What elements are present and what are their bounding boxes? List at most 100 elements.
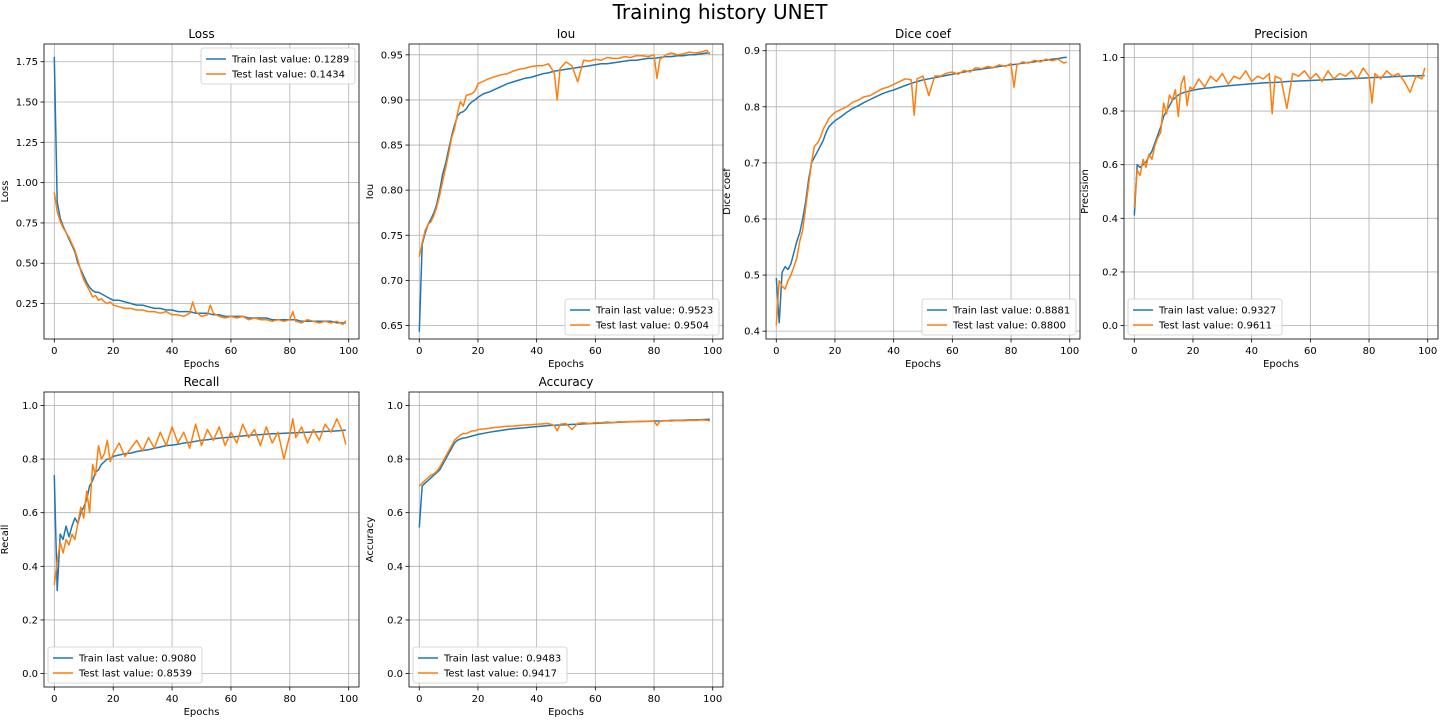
y-tick-label: 1.0 bbox=[387, 401, 403, 412]
x-axis-label: Epochs bbox=[184, 707, 220, 718]
y-tick-label: 0.75 bbox=[16, 218, 38, 229]
y-tick-label: 1.25 bbox=[16, 138, 38, 149]
x-tick-label: 80 bbox=[283, 346, 296, 357]
x-tick-label: 40 bbox=[166, 694, 179, 705]
y-tick-label: 0.85 bbox=[381, 141, 403, 152]
y-tick-label: 0.70 bbox=[381, 276, 403, 287]
legend-entry: Test last value: 0.8539 bbox=[78, 669, 192, 680]
legend-entry: Test last value: 0.8800 bbox=[952, 321, 1066, 332]
series-line-train bbox=[418, 52, 710, 332]
x-tick-label: 40 bbox=[530, 694, 543, 705]
y-tick-label: 0.4 bbox=[1102, 214, 1118, 225]
y-tick-label: 1.0 bbox=[22, 401, 38, 412]
y-tick-label: 1.00 bbox=[16, 178, 38, 189]
y-tick-label: 0.4 bbox=[22, 562, 38, 573]
legend-entry: Train last value: 0.9080 bbox=[78, 654, 196, 665]
x-axis-label: Epochs bbox=[905, 359, 941, 370]
series-line-train bbox=[418, 418, 710, 528]
legend: Train last value: 0.9483 Test last value:… bbox=[412, 646, 568, 684]
y-tick-label: 1.50 bbox=[16, 98, 38, 109]
legend: Train last value: 0.9523 Test last value:… bbox=[564, 298, 720, 336]
x-tick-label: 20 bbox=[472, 346, 485, 357]
y-tick-label: 0.80 bbox=[381, 186, 403, 197]
y-tick-label: 0.6 bbox=[1102, 160, 1118, 171]
y-axis-label: Iou bbox=[365, 184, 376, 199]
y-axis-label: Dice coef bbox=[722, 168, 733, 215]
legend-entry: Train last value: 0.9483 bbox=[443, 654, 561, 665]
subplot-dice-coef: 0 20 40 60 80 100 0.4 0.5 0.6 0.7 0.8 0.9 Dice coef E… bbox=[722, 27, 1081, 370]
x-tick-label: 100 bbox=[339, 346, 358, 357]
x-tick-label: 40 bbox=[166, 346, 179, 357]
legend: Train last value: 0.1289 Test last value:… bbox=[200, 47, 356, 85]
legend-entry: Test last value: 0.1434 bbox=[231, 70, 345, 81]
x-tick-label: 80 bbox=[1363, 346, 1376, 357]
y-tick-label: 0.6 bbox=[387, 508, 403, 519]
legend-entry: Train last value: 0.9523 bbox=[595, 306, 713, 317]
x-tick-label: 20 bbox=[829, 346, 842, 357]
series-line-test bbox=[1133, 67, 1426, 208]
series-line-test bbox=[53, 418, 347, 586]
subplot-title: Recall bbox=[184, 375, 220, 389]
axes-frame bbox=[408, 43, 724, 340]
y-tick-label: 0.9 bbox=[744, 46, 760, 57]
subplot-iou: 0 20 40 60 80 100 0.65 0.70 0.75 0.80 0.85 0.90 0.95… bbox=[365, 27, 724, 370]
subplot-title: Precision bbox=[1254, 27, 1308, 41]
x-tick-label: 20 bbox=[107, 694, 120, 705]
x-tick-label: 80 bbox=[283, 694, 296, 705]
x-tick-label: 60 bbox=[225, 346, 238, 357]
series-line-test bbox=[418, 49, 711, 258]
y-tick-label: 0.50 bbox=[16, 259, 38, 270]
x-tick-label: 100 bbox=[1060, 346, 1079, 357]
y-tick-label: 0.75 bbox=[381, 231, 403, 242]
legend-box bbox=[412, 646, 568, 684]
y-axis-label: Accuracy bbox=[365, 517, 376, 563]
y-tick-label: 0.2 bbox=[387, 615, 403, 626]
y-tick-label: 0.6 bbox=[22, 508, 38, 519]
axes-frame bbox=[408, 391, 724, 688]
series-line-train bbox=[1133, 74, 1425, 216]
x-tick-label: 100 bbox=[703, 694, 722, 705]
subplot-title: Loss bbox=[188, 27, 214, 41]
y-tick-label: 0.6 bbox=[744, 214, 760, 225]
subplot-title: Iou bbox=[557, 27, 576, 41]
x-axis-label: Epochs bbox=[184, 359, 220, 370]
legend: Train last value: 0.9327 Test last value:… bbox=[1127, 298, 1283, 336]
y-tick-label: 0.4 bbox=[387, 562, 403, 573]
y-tick-label: 0.95 bbox=[381, 50, 403, 61]
y-tick-label: 0.2 bbox=[22, 615, 38, 626]
x-tick-label: 0 bbox=[51, 346, 57, 357]
series-line-test bbox=[418, 419, 710, 487]
x-tick-label: 20 bbox=[1187, 346, 1200, 357]
subplot-loss: 0 20 40 60 80 100 0.25 0.50 0.75 1.00 1.25 1.50 1.75… bbox=[0, 27, 360, 370]
y-tick-label: 0.7 bbox=[744, 158, 760, 169]
y-tick-label: 0.8 bbox=[744, 102, 760, 113]
y-tick-label: 0.5 bbox=[744, 271, 760, 282]
axes-frame bbox=[43, 391, 360, 688]
x-tick-label: 40 bbox=[530, 346, 543, 357]
y-tick-label: 0.0 bbox=[1102, 321, 1118, 332]
y-axis-label: Precision bbox=[1080, 169, 1091, 214]
x-tick-label: 60 bbox=[1304, 346, 1317, 357]
x-tick-label: 0 bbox=[416, 694, 422, 705]
axes-frame bbox=[1123, 43, 1439, 340]
x-tick-label: 80 bbox=[648, 346, 661, 357]
x-tick-label: 100 bbox=[1418, 346, 1437, 357]
subplot-precision: 0 20 40 60 80 100 0.0 0.2 0.4 0.6 0.8 1.0 Precision E… bbox=[1080, 27, 1439, 370]
legend-entry: Test last value: 0.9504 bbox=[595, 321, 709, 332]
y-tick-label: 0.25 bbox=[16, 299, 38, 310]
x-tick-label: 0 bbox=[773, 346, 779, 357]
x-axis-label: Epochs bbox=[1263, 359, 1299, 370]
legend-entry: Train last value: 0.1289 bbox=[231, 55, 349, 66]
x-axis-label: Epochs bbox=[548, 359, 584, 370]
x-tick-label: 60 bbox=[225, 694, 238, 705]
series-line-train bbox=[775, 56, 1067, 324]
legend-entry: Test last value: 0.9417 bbox=[443, 669, 557, 680]
subplot-recall: 0 20 40 60 80 100 0.0 0.2 0.4 0.6 0.8 1.0 Recall Epoc… bbox=[0, 375, 360, 718]
x-tick-label: 60 bbox=[589, 694, 602, 705]
y-tick-label: 0.2 bbox=[1102, 267, 1118, 278]
series-line-test bbox=[53, 192, 347, 326]
x-tick-label: 100 bbox=[703, 346, 722, 357]
y-axis-label: Recall bbox=[0, 525, 11, 555]
subplot-title: Dice coef bbox=[895, 27, 952, 41]
